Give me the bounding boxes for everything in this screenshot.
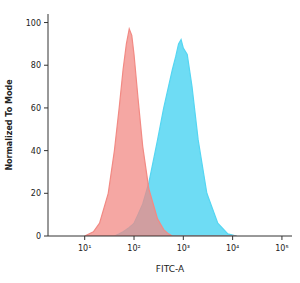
plot-area xyxy=(85,29,237,236)
y-tick-label: 100 xyxy=(26,19,41,28)
y-tick xyxy=(44,193,48,194)
y-tick-label: 0 xyxy=(36,232,41,241)
y-axis-line xyxy=(48,14,49,236)
y-tick xyxy=(44,150,48,151)
x-tick-label: 10⁵ xyxy=(275,244,288,253)
y-tick xyxy=(44,236,48,237)
x-tick xyxy=(84,236,85,240)
x-tick xyxy=(281,236,282,240)
y-tick-label: 80 xyxy=(31,61,41,70)
x-tick-label: 10³ xyxy=(177,244,190,253)
y-tick-label: 40 xyxy=(31,147,41,156)
x-tick xyxy=(232,236,233,240)
x-tick-label: 10¹ xyxy=(78,244,91,253)
y-tick xyxy=(44,65,48,66)
y-tick xyxy=(44,22,48,23)
x-tick xyxy=(134,236,135,240)
x-tick-label: 10² xyxy=(127,244,140,253)
y-tick xyxy=(44,107,48,108)
x-tick-label: 10⁴ xyxy=(226,244,239,253)
y-axis-label: Normalized To Mode xyxy=(5,79,14,171)
x-axis-label: FITC-A xyxy=(156,264,185,274)
x-tick xyxy=(183,236,184,240)
y-tick-label: 60 xyxy=(31,104,41,113)
histogram-area xyxy=(85,29,237,236)
y-tick-label: 20 xyxy=(31,189,41,198)
chart: 0 20 40 60 80 100 10¹ 10² 10³ 10⁴ 10⁵ FITC-A Normali… xyxy=(0,0,300,283)
